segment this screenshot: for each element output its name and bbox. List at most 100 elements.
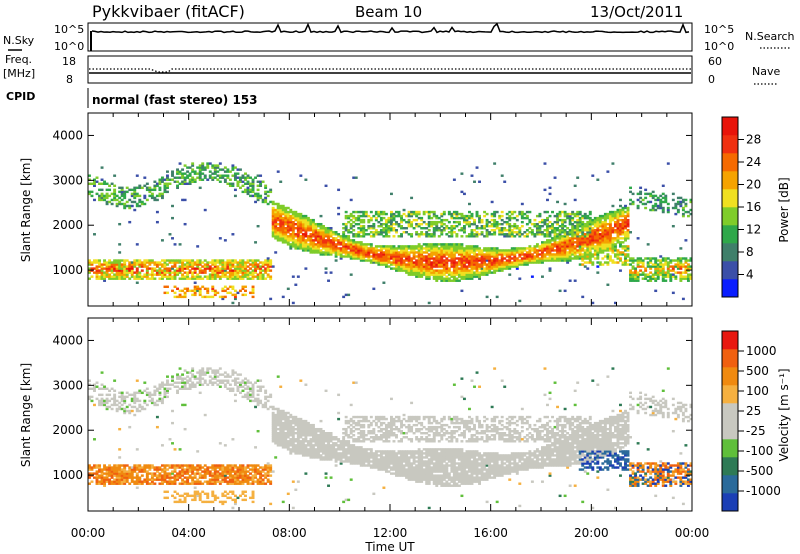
power-cell xyxy=(395,267,398,270)
power-cell xyxy=(417,233,421,236)
velocity-cell xyxy=(133,464,137,467)
velocity-cell xyxy=(198,482,202,485)
power-cell xyxy=(435,229,439,232)
power-cell xyxy=(520,263,524,266)
power-cell xyxy=(347,245,351,248)
power-cell xyxy=(654,269,658,272)
power-cell xyxy=(218,180,222,183)
power-cell xyxy=(286,235,290,238)
power-cell xyxy=(440,233,444,236)
power-cell xyxy=(583,249,587,252)
power-cell xyxy=(148,263,152,266)
power-cell xyxy=(493,249,497,252)
power-cell xyxy=(407,220,411,224)
power-cell xyxy=(470,222,474,226)
power-cell xyxy=(505,233,509,236)
power-cell xyxy=(301,227,305,230)
power-cell xyxy=(168,178,172,181)
power-cell xyxy=(201,261,205,264)
power-cell xyxy=(420,216,424,220)
power-cell xyxy=(314,251,318,254)
power-cell xyxy=(586,249,590,252)
power-cell xyxy=(533,222,537,226)
power-cell xyxy=(455,243,459,246)
power-cell xyxy=(241,174,245,177)
power-cell xyxy=(470,247,474,250)
power-cell xyxy=(138,200,142,204)
power-cell xyxy=(309,218,313,222)
power-cell xyxy=(671,192,675,196)
power-cell xyxy=(284,218,288,222)
power-cell xyxy=(244,269,247,272)
power-cell xyxy=(203,174,207,177)
power-cell xyxy=(478,277,481,280)
power-cell xyxy=(256,267,260,270)
power-cell xyxy=(598,263,602,266)
power-cell xyxy=(372,253,376,256)
power-cell xyxy=(561,247,565,250)
power-cell xyxy=(269,200,273,204)
power-cell xyxy=(455,251,459,254)
power-cell xyxy=(478,180,481,183)
velocity-cell xyxy=(218,500,222,504)
velocity-cell xyxy=(211,482,215,485)
power-cell xyxy=(500,259,504,262)
power-cell xyxy=(483,249,487,252)
power-cell xyxy=(349,239,353,242)
velocity-cell xyxy=(186,470,190,473)
power-cell xyxy=(422,212,426,216)
date-title: 13/Oct/2011 xyxy=(590,3,683,21)
velocity-cell xyxy=(203,476,207,479)
power-cell xyxy=(437,229,441,232)
power-cell xyxy=(500,265,504,268)
power-cell xyxy=(432,271,436,274)
power-cell xyxy=(631,273,635,276)
power-cell xyxy=(674,263,678,266)
power-cell xyxy=(485,267,489,270)
power-cell xyxy=(493,218,497,222)
power-cell xyxy=(349,245,353,248)
power-cell xyxy=(299,214,303,218)
power-cell xyxy=(334,249,338,252)
velocity-cell xyxy=(171,442,174,445)
power-cell xyxy=(349,243,353,246)
power-cell xyxy=(639,186,643,190)
velocity-cell xyxy=(93,403,96,407)
power-cell xyxy=(508,233,512,236)
power-cell xyxy=(186,273,190,276)
power-cell xyxy=(223,174,227,177)
power-cell xyxy=(603,212,607,216)
power-cell xyxy=(432,235,436,238)
power-cell xyxy=(306,243,310,246)
velocity-cell xyxy=(143,381,147,384)
power-cell xyxy=(661,279,665,282)
power-cell xyxy=(314,247,318,250)
power-cell xyxy=(581,231,585,234)
power-cell xyxy=(271,227,275,230)
power-cell xyxy=(223,271,227,274)
power-cell xyxy=(108,273,112,276)
power-cell xyxy=(571,241,575,244)
power-cell xyxy=(606,283,610,286)
power-cell xyxy=(382,212,386,216)
power-cell xyxy=(450,212,454,216)
velocity-cell xyxy=(100,401,104,405)
velocity-cell xyxy=(213,369,217,372)
power-cell xyxy=(508,214,512,218)
power-cell xyxy=(686,210,690,214)
power-cell xyxy=(417,253,421,256)
power-cell xyxy=(440,243,444,246)
velocity-cell xyxy=(118,448,122,451)
power-cell xyxy=(329,245,333,248)
power-cell xyxy=(319,239,323,242)
power-cell xyxy=(624,218,627,222)
velocity-cell xyxy=(176,385,179,388)
power-cell xyxy=(259,267,263,270)
power-cell xyxy=(661,273,665,276)
velocity-cell xyxy=(208,482,212,485)
power-cell xyxy=(390,227,393,230)
power-cell xyxy=(249,273,252,276)
power-cell xyxy=(583,224,587,228)
power-cell xyxy=(465,259,469,262)
